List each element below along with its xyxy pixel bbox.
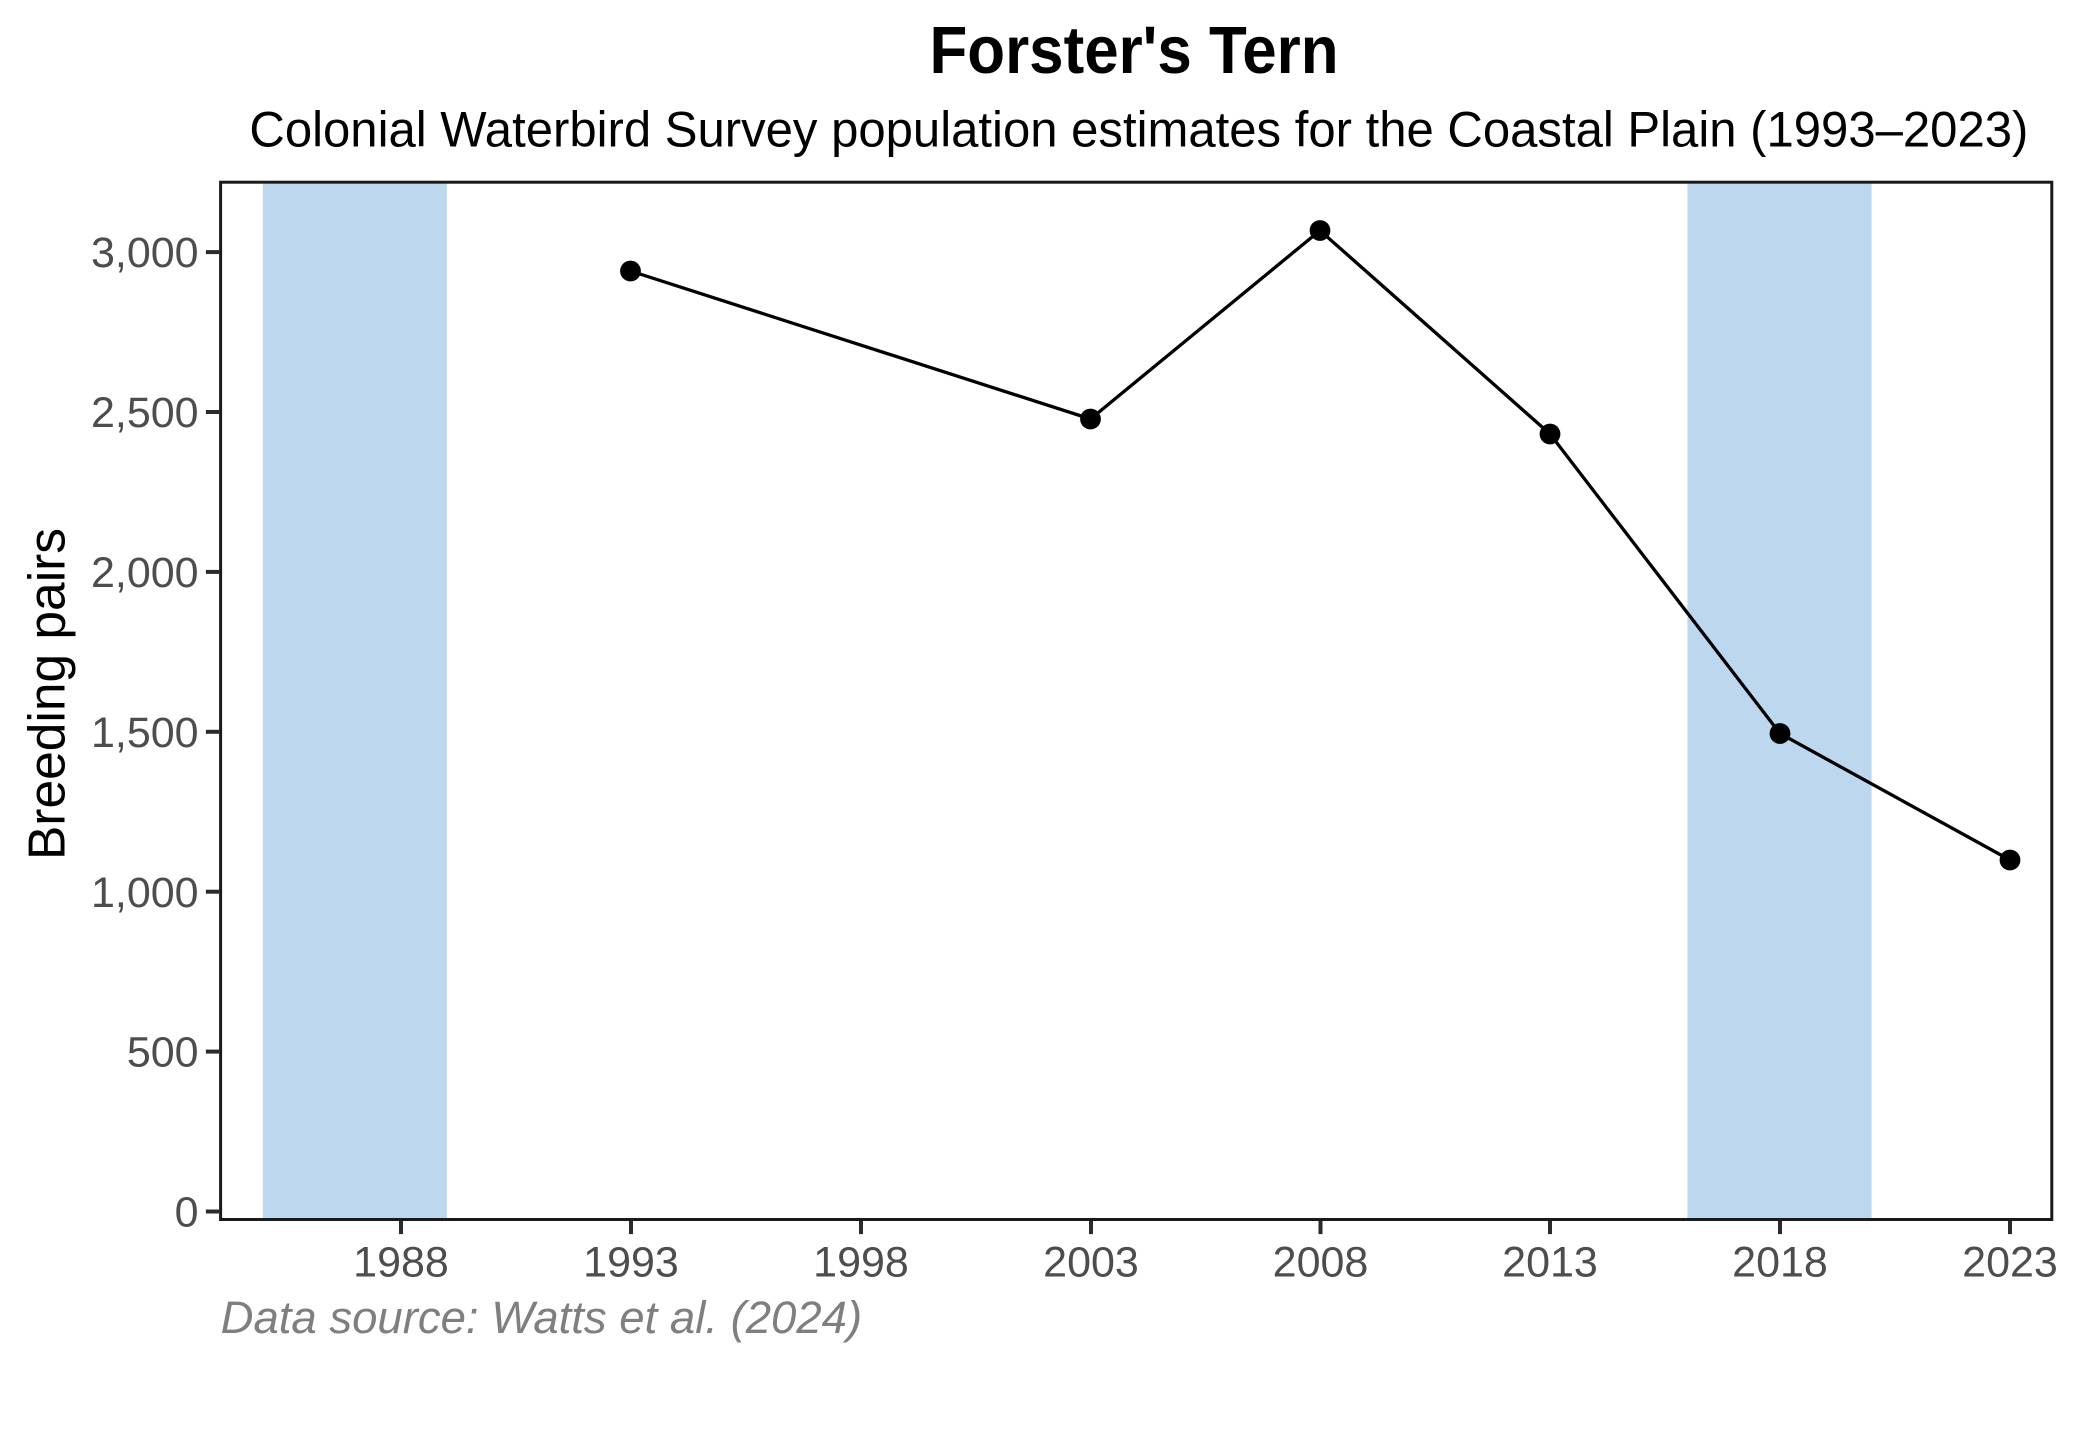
svg-text:2018: 2018 xyxy=(1732,1239,1828,1287)
svg-text:1988: 1988 xyxy=(353,1239,449,1287)
svg-text:2013: 2013 xyxy=(1502,1239,1598,1287)
svg-text:2023: 2023 xyxy=(1962,1239,2058,1287)
svg-text:2,500: 2,500 xyxy=(91,389,199,437)
svg-text:0: 0 xyxy=(175,1189,199,1237)
svg-text:1993: 1993 xyxy=(583,1239,679,1287)
svg-text:2003: 2003 xyxy=(1043,1239,1139,1287)
svg-text:Colonial Waterbird Survey popu: Colonial Waterbird Survey population est… xyxy=(249,102,2028,158)
svg-text:2008: 2008 xyxy=(1273,1239,1369,1287)
svg-text:500: 500 xyxy=(127,1029,199,1077)
svg-text:1,000: 1,000 xyxy=(91,869,199,917)
svg-text:Breeding pairs: Breeding pairs xyxy=(18,528,76,860)
svg-text:1,500: 1,500 xyxy=(91,709,199,757)
svg-text:Forster's Tern: Forster's Tern xyxy=(930,14,1339,88)
svg-text:1998: 1998 xyxy=(813,1239,909,1287)
svg-text:2,000: 2,000 xyxy=(91,549,199,597)
svg-text:Data source: Watts et al. (202: Data source: Watts et al. (2024) xyxy=(221,1292,863,1343)
svg-text:3,000: 3,000 xyxy=(91,229,199,277)
